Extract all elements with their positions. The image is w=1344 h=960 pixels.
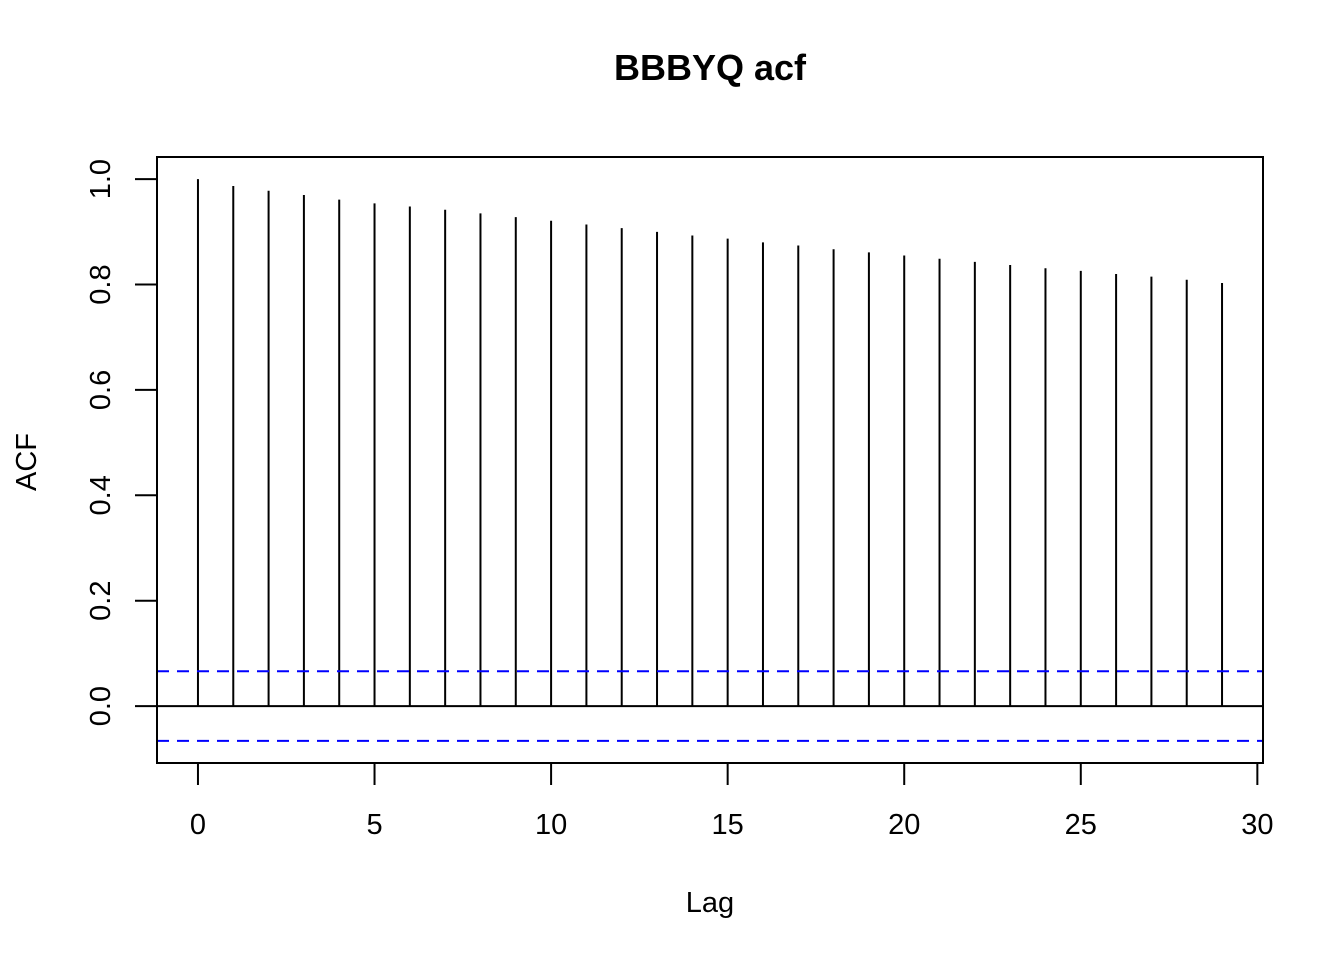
y-axis: 0.0 0.2 0.4 0.6 0.8 1.0 bbox=[85, 159, 158, 726]
chart-title: BBBYQ acf bbox=[614, 47, 807, 88]
x-tick-label-30: 30 bbox=[1241, 809, 1273, 841]
x-tick-label-15: 15 bbox=[712, 809, 744, 841]
x-tick-label-10: 10 bbox=[535, 809, 567, 841]
x-tick-label-0: 0 bbox=[190, 809, 206, 841]
y-tick-label-0.0: 0.0 bbox=[85, 686, 117, 726]
x-axis: 0 5 10 15 20 25 30 bbox=[190, 762, 1273, 841]
x-tick-label-5: 5 bbox=[366, 809, 382, 841]
y-tick-label-0.2: 0.2 bbox=[85, 581, 117, 621]
y-tick-label-0.4: 0.4 bbox=[85, 475, 117, 515]
x-tick-label-20: 20 bbox=[888, 809, 920, 841]
y-tick-label-0.8: 0.8 bbox=[85, 264, 117, 304]
x-axis-label: Lag bbox=[686, 887, 734, 919]
y-tick-label-1.0: 1.0 bbox=[85, 159, 117, 199]
acf-stems bbox=[196, 179, 1224, 707]
reference-lines bbox=[157, 670, 1263, 742]
y-axis-label: ACF bbox=[11, 433, 43, 491]
x-tick-label-25: 25 bbox=[1065, 809, 1097, 841]
y-tick-label-0.6: 0.6 bbox=[85, 370, 117, 410]
